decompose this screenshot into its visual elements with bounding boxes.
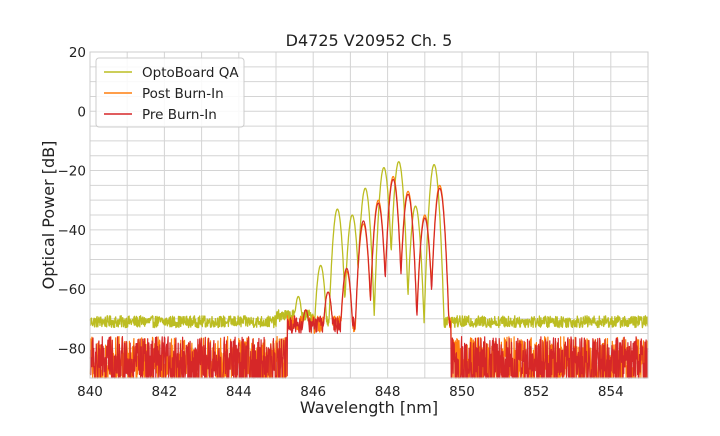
x-tick-label: 854 <box>598 384 624 400</box>
legend: OptoBoard QA Post Burn-In Pre Burn-In <box>95 57 245 128</box>
y-tick-label: −80 <box>58 341 87 357</box>
x-tick-label: 846 <box>300 384 326 400</box>
series-line-pre-burn-in <box>89 178 649 379</box>
legend-label-post-burn-in: Post Burn-In <box>142 86 224 102</box>
legend-box <box>95 57 245 128</box>
x-tick-label: 842 <box>152 384 178 400</box>
y-tick-label: −40 <box>58 223 87 239</box>
x-tick-label: 850 <box>449 384 475 400</box>
tick-layer: 840 842 844 846 848 850 852 854 20 0 −20 −40 −60 −80 <box>58 45 624 400</box>
x-tick-label: 852 <box>524 384 550 400</box>
y-tick-label: 0 <box>77 104 86 120</box>
series-layer <box>89 161 649 379</box>
y-tick-label: −20 <box>58 164 87 180</box>
x-axis-label: Wavelength [nm] <box>300 398 438 417</box>
y-tick-label: 20 <box>69 45 86 61</box>
legend-label-pre-burn-in: Pre Burn-In <box>142 107 217 123</box>
x-tick-label: 840 <box>77 384 103 400</box>
legend-label-optoboard-qa: OptoBoard QA <box>142 65 239 81</box>
series-line-optoboard-qa <box>89 161 649 329</box>
chart-title: D4725 V20952 Ch. 5 <box>286 31 453 50</box>
y-axis-label: Optical Power [dB] <box>39 141 58 290</box>
y-tick-label: −60 <box>58 282 87 298</box>
x-tick-label: 844 <box>226 384 252 400</box>
plot-frame <box>89 51 649 379</box>
x-tick-label: 848 <box>375 384 401 400</box>
